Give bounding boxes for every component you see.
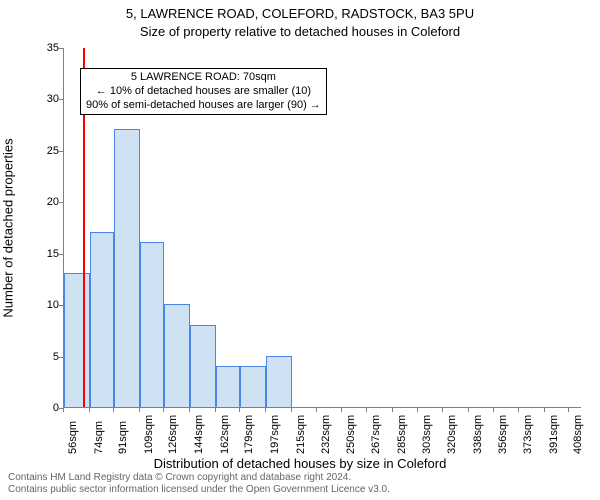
histogram-bar <box>114 129 140 407</box>
histogram-bar <box>140 242 164 407</box>
histogram-bar <box>266 356 292 407</box>
x-tick-mark <box>63 408 64 412</box>
x-tick-label: 91sqm <box>117 410 129 454</box>
histogram-bar <box>64 273 90 407</box>
x-tick-label: 338sqm <box>472 410 484 454</box>
footer-line1: Contains HM Land Registry data © Crown c… <box>8 472 390 484</box>
annotation-line1: 5 LAWRENCE ROAD: 70sqm <box>86 71 321 85</box>
y-tick-mark <box>59 48 63 49</box>
x-tick-mark <box>189 408 190 412</box>
x-tick-label: 179sqm <box>243 410 255 454</box>
x-tick-mark <box>316 408 317 412</box>
y-tick-mark <box>59 151 63 152</box>
x-tick-mark <box>417 408 418 412</box>
x-tick-mark <box>442 408 443 412</box>
x-tick-label: 197sqm <box>269 410 281 454</box>
x-tick-label: 303sqm <box>421 410 433 454</box>
annotation-box: 5 LAWRENCE ROAD: 70sqm ← 10% of detached… <box>80 68 327 115</box>
y-axis-label: Number of detached properties <box>1 138 16 317</box>
x-tick-mark <box>239 408 240 412</box>
histogram-bar <box>216 366 240 407</box>
histogram-bar <box>240 366 266 407</box>
y-tick-label: 0 <box>29 402 59 414</box>
y-tick-mark <box>59 305 63 306</box>
x-tick-mark <box>366 408 367 412</box>
x-tick-mark <box>493 408 494 412</box>
footer-line2: Contains public sector information licen… <box>8 484 390 496</box>
x-tick-label: 126sqm <box>167 410 179 454</box>
y-tick-label: 15 <box>29 248 59 260</box>
x-tick-mark <box>291 408 292 412</box>
annotation-line3: 90% of semi-detached houses are larger (… <box>86 99 321 113</box>
x-tick-mark <box>468 408 469 412</box>
x-tick-label: 215sqm <box>295 410 307 454</box>
x-tick-label: 109sqm <box>143 410 155 454</box>
x-tick-label: 162sqm <box>219 410 231 454</box>
title-line1: 5, LAWRENCE ROAD, COLEFORD, RADSTOCK, BA… <box>0 6 600 21</box>
chart-container: 5, LAWRENCE ROAD, COLEFORD, RADSTOCK, BA… <box>0 0 600 500</box>
x-tick-mark <box>568 408 569 412</box>
y-tick-label: 35 <box>29 42 59 54</box>
histogram-bar <box>90 232 114 407</box>
x-tick-mark <box>544 408 545 412</box>
y-tick-label: 5 <box>29 351 59 363</box>
x-tick-label: 285sqm <box>396 410 408 454</box>
y-tick-label: 30 <box>29 93 59 105</box>
y-tick-mark <box>59 202 63 203</box>
x-tick-mark <box>265 408 266 412</box>
x-axis-label: Distribution of detached houses by size … <box>0 456 600 471</box>
x-tick-label: 232sqm <box>320 410 332 454</box>
x-tick-mark <box>518 408 519 412</box>
y-tick-mark <box>59 99 63 100</box>
x-tick-label: 56sqm <box>67 410 79 454</box>
x-tick-label: 408sqm <box>572 410 584 454</box>
title-line2: Size of property relative to detached ho… <box>0 24 600 39</box>
x-tick-label: 250sqm <box>345 410 357 454</box>
y-tick-label: 10 <box>29 299 59 311</box>
histogram-bar <box>164 304 190 407</box>
y-tick-label: 20 <box>29 196 59 208</box>
y-tick-mark <box>59 254 63 255</box>
x-tick-label: 373sqm <box>522 410 534 454</box>
y-tick-mark <box>59 357 63 358</box>
x-tick-label: 320sqm <box>446 410 458 454</box>
x-tick-label: 267sqm <box>370 410 382 454</box>
y-tick-label: 25 <box>29 145 59 157</box>
x-tick-mark <box>163 408 164 412</box>
histogram-bar <box>190 325 216 407</box>
x-tick-mark <box>392 408 393 412</box>
footer-credits: Contains HM Land Registry data © Crown c… <box>8 472 390 496</box>
x-tick-mark <box>139 408 140 412</box>
x-tick-mark <box>113 408 114 412</box>
x-tick-mark <box>89 408 90 412</box>
x-tick-mark <box>341 408 342 412</box>
x-tick-label: 144sqm <box>193 410 205 454</box>
x-tick-label: 391sqm <box>548 410 560 454</box>
annotation-line2: ← 10% of detached houses are smaller (10… <box>86 85 321 99</box>
x-tick-label: 74sqm <box>93 410 105 454</box>
x-tick-label: 356sqm <box>497 410 509 454</box>
x-tick-mark <box>215 408 216 412</box>
